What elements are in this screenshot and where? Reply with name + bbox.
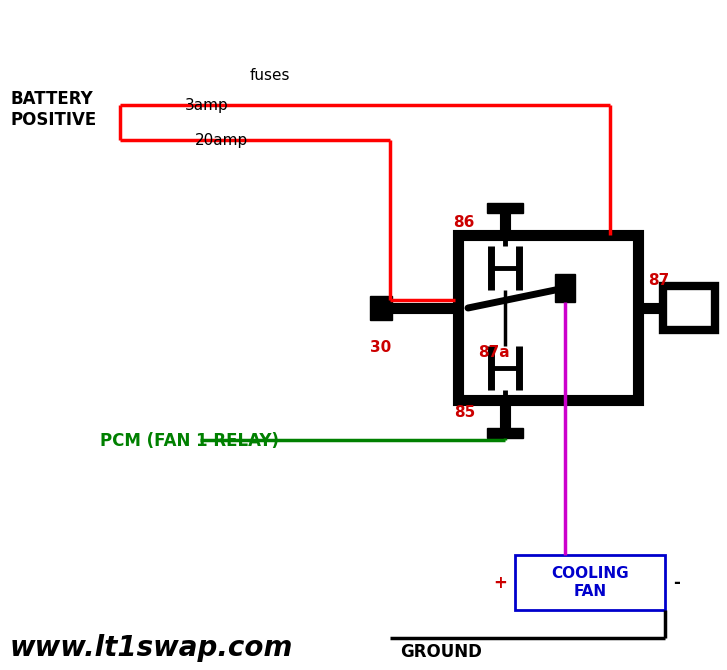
Text: +: + xyxy=(493,574,507,592)
Bar xyxy=(663,286,715,330)
Text: www.lt1swap.com: www.lt1swap.com xyxy=(10,634,294,662)
Text: 30: 30 xyxy=(370,340,391,355)
Text: 3amp: 3amp xyxy=(185,98,229,113)
Bar xyxy=(370,296,392,320)
Bar xyxy=(487,428,523,438)
Text: PCM (FAN 1 RELAY): PCM (FAN 1 RELAY) xyxy=(100,432,279,450)
Bar xyxy=(487,203,523,213)
Text: 87: 87 xyxy=(648,273,670,288)
Bar xyxy=(555,274,575,302)
Text: COOLING
FAN: COOLING FAN xyxy=(551,565,629,599)
Text: 87a: 87a xyxy=(478,345,510,360)
Text: 85: 85 xyxy=(454,405,475,420)
Text: BATTERY
POSITIVE: BATTERY POSITIVE xyxy=(10,90,96,129)
Text: 20amp: 20amp xyxy=(195,133,248,148)
Text: GROUND: GROUND xyxy=(400,643,482,661)
Text: fuses: fuses xyxy=(250,68,290,83)
Text: -: - xyxy=(673,574,680,592)
Bar xyxy=(458,235,638,400)
Bar xyxy=(515,555,665,610)
Text: 86: 86 xyxy=(454,215,475,230)
